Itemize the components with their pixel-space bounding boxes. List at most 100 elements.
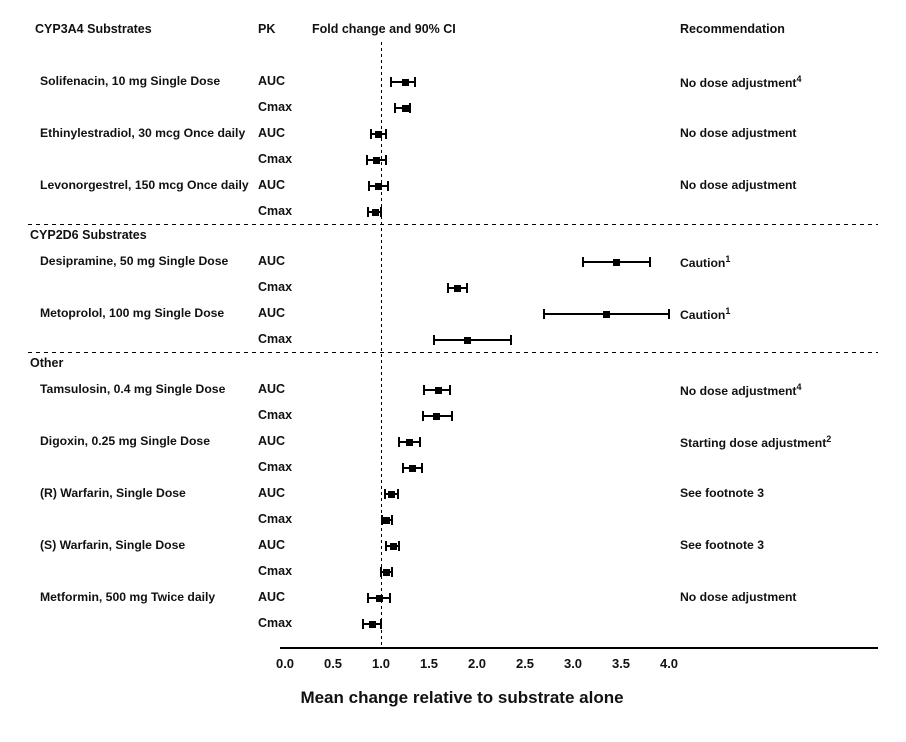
drug-label: (R) Warfarin, Single Dose bbox=[40, 486, 186, 500]
pk-label: Cmax bbox=[258, 100, 293, 114]
point-marker bbox=[383, 568, 391, 576]
pk-label: AUC bbox=[258, 434, 286, 448]
pk-label: Cmax bbox=[258, 332, 293, 346]
recommendation-text: No dose adjustment4 bbox=[680, 382, 802, 399]
ci-cap-high bbox=[421, 463, 424, 473]
ci-cap-high bbox=[390, 567, 393, 577]
ci-cap-high bbox=[413, 77, 416, 87]
ci-cap-low bbox=[423, 385, 426, 395]
recommendation-text: Caution1 bbox=[680, 254, 731, 271]
ci-cap-high bbox=[386, 181, 389, 191]
recommendation-text: See footnote 3 bbox=[680, 486, 764, 500]
ci-cap-low bbox=[383, 489, 386, 499]
pk-label: AUC bbox=[258, 178, 286, 192]
point-marker bbox=[463, 336, 471, 344]
pk-label: Cmax bbox=[258, 152, 293, 166]
point-marker bbox=[388, 490, 396, 498]
recommendation-footnote-sup: 1 bbox=[725, 306, 731, 316]
pk-label: Cmax bbox=[258, 280, 293, 294]
ci-cap-high bbox=[388, 593, 391, 603]
point-marker bbox=[603, 310, 611, 318]
pk-label: Cmax bbox=[258, 564, 293, 578]
drug-label: Desipramine, 50 mg Single Dose bbox=[40, 254, 229, 268]
ci-cap-high bbox=[449, 385, 452, 395]
header-recommendation: Recommendation bbox=[680, 22, 785, 36]
x-tick-label: 0.5 bbox=[323, 656, 343, 671]
ci-cap-high bbox=[419, 437, 422, 447]
ci-cap-high bbox=[398, 541, 401, 551]
ci-cap-high bbox=[451, 411, 454, 421]
point-marker bbox=[389, 542, 397, 550]
x-tick-label: 2.0 bbox=[467, 656, 487, 671]
ci-cap-low bbox=[366, 207, 369, 217]
section-separator bbox=[28, 352, 878, 353]
section-label: Other bbox=[30, 356, 64, 370]
section-separator bbox=[28, 224, 878, 225]
point-marker bbox=[374, 130, 382, 138]
pk-label: AUC bbox=[258, 306, 286, 320]
x-axis-line bbox=[280, 647, 878, 649]
drug-label: Levonorgestrel, 150 mcg Once daily bbox=[40, 178, 249, 192]
recommendation-text: Starting dose adjustment2 bbox=[680, 434, 832, 451]
recommendation-text: No dose adjustment bbox=[680, 126, 797, 140]
pk-label: AUC bbox=[258, 254, 286, 268]
point-marker bbox=[368, 620, 376, 628]
point-marker bbox=[401, 104, 409, 112]
recommendation-text: Caution1 bbox=[680, 306, 731, 323]
pk-label: Cmax bbox=[258, 616, 293, 630]
recommendation-footnote-sup: 4 bbox=[796, 382, 802, 392]
ci-cap-high bbox=[648, 257, 651, 267]
recommendation-text: No dose adjustment4 bbox=[680, 74, 802, 91]
ci-cap-high bbox=[509, 335, 512, 345]
drug-label: Metoprolol, 100 mg Single Dose bbox=[40, 306, 225, 320]
point-marker bbox=[433, 412, 441, 420]
recommendation-footnote-sup: 1 bbox=[725, 254, 731, 264]
header-substrates: CYP3A4 Substrates bbox=[35, 22, 152, 36]
pk-label: Cmax bbox=[258, 512, 293, 526]
drug-label: Digoxin, 0.25 mg Single Dose bbox=[40, 434, 210, 448]
ci-cap-low bbox=[365, 155, 368, 165]
ci-cap-low bbox=[432, 335, 435, 345]
ci-cap-low bbox=[380, 515, 383, 525]
x-tick-label: 3.0 bbox=[563, 656, 583, 671]
header-pk: PK bbox=[258, 22, 276, 36]
x-tick-label: 0.0 bbox=[275, 656, 295, 671]
point-marker bbox=[409, 464, 417, 472]
ci-cap-low bbox=[402, 463, 405, 473]
recommendation-text: No dose adjustment bbox=[680, 590, 797, 604]
point-marker bbox=[372, 156, 380, 164]
ci-cap-high bbox=[397, 489, 400, 499]
pk-label: Cmax bbox=[258, 460, 293, 474]
ci-cap-high bbox=[668, 309, 670, 319]
pk-label: Cmax bbox=[258, 204, 293, 218]
ci-cap-low bbox=[422, 411, 425, 421]
recommendation-text: No dose adjustment bbox=[680, 178, 797, 192]
pk-label: AUC bbox=[258, 382, 286, 396]
ci-cap-high bbox=[384, 155, 387, 165]
drug-label: Tamsulosin, 0.4 mg Single Dose bbox=[40, 382, 226, 396]
point-marker bbox=[374, 182, 382, 190]
drug-label: Metformin, 500 mg Twice daily bbox=[40, 590, 216, 604]
point-marker bbox=[406, 438, 414, 446]
pk-label: AUC bbox=[258, 590, 286, 604]
x-axis-title: Mean change relative to substrate alone bbox=[300, 688, 624, 707]
x-tick-label: 2.5 bbox=[515, 656, 535, 671]
section-label: CYP2D6 Substrates bbox=[30, 228, 147, 242]
recommendation-footnote-sup: 4 bbox=[796, 74, 802, 84]
ci-cap-low bbox=[384, 541, 387, 551]
pk-label: AUC bbox=[258, 126, 286, 140]
ci-cap-high bbox=[390, 515, 393, 525]
ci-cap-low bbox=[394, 103, 397, 113]
drug-label: Ethinylestradiol, 30 mcg Once daily bbox=[40, 126, 246, 140]
x-tick-label: 1.5 bbox=[419, 656, 439, 671]
x-tick-label: 4.0 bbox=[659, 656, 679, 671]
ci-cap-high bbox=[408, 103, 411, 113]
point-marker bbox=[383, 516, 391, 524]
pk-label: AUC bbox=[258, 486, 286, 500]
ci-cap-low bbox=[543, 309, 546, 319]
ci-cap-low bbox=[447, 283, 450, 293]
pk-label: Cmax bbox=[258, 408, 293, 422]
ci-cap-low bbox=[581, 257, 584, 267]
point-marker bbox=[401, 78, 409, 86]
